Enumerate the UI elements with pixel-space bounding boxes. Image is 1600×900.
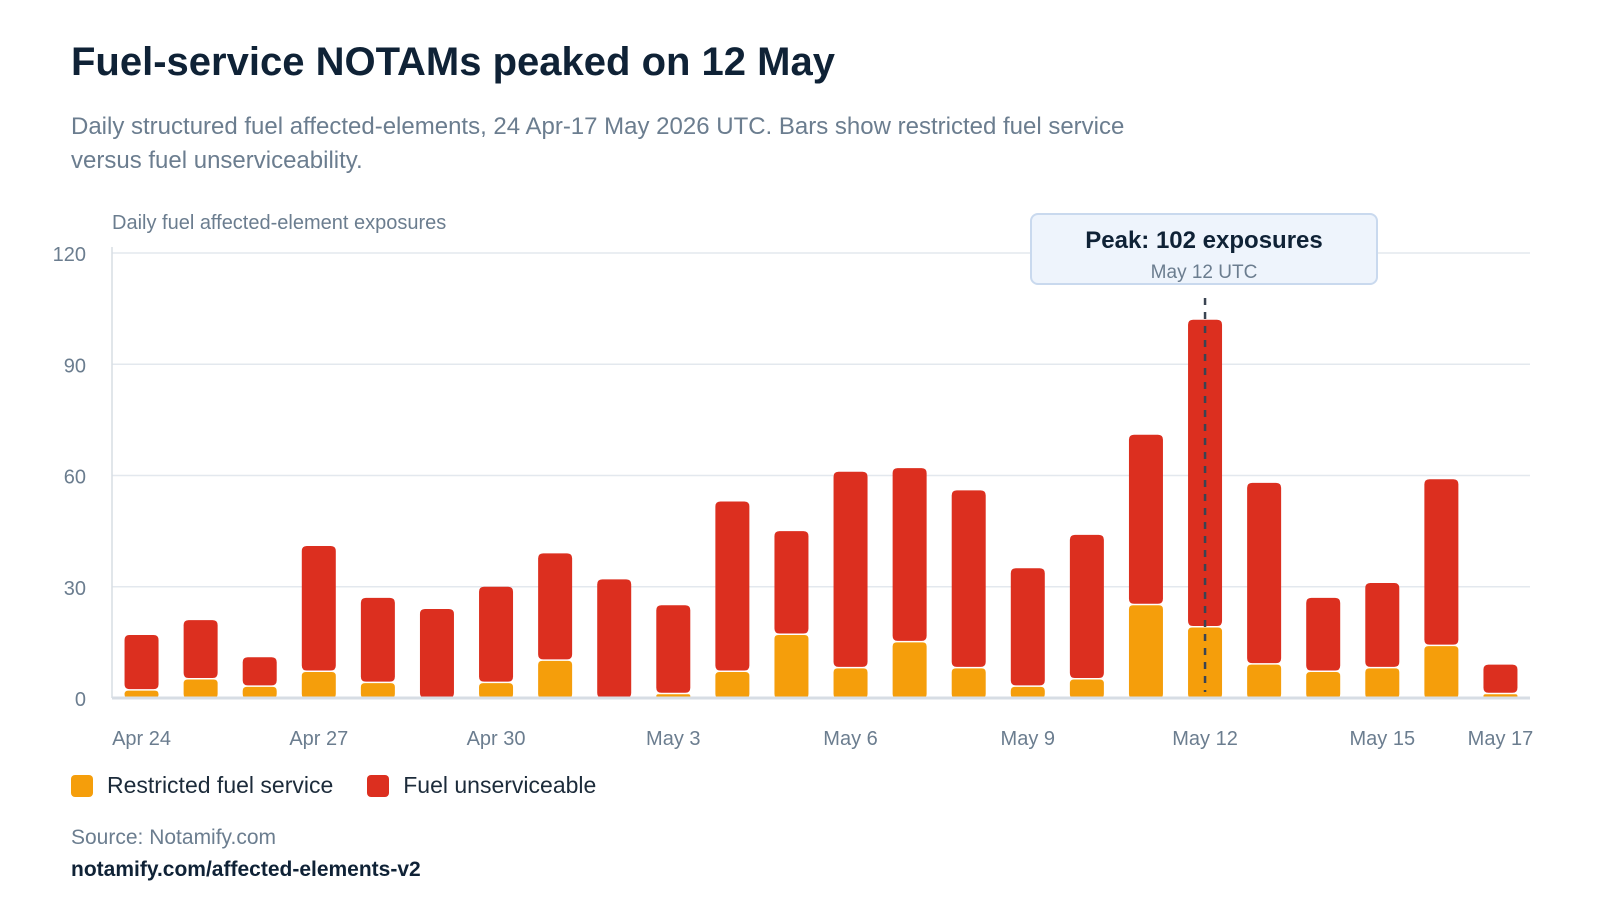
bar-unserviceable [360, 597, 395, 682]
bar-unserviceable [1483, 664, 1518, 693]
bar-unserviceable [1365, 583, 1400, 667]
bar-unserviceable [1069, 534, 1104, 678]
bar-restricted [1128, 605, 1163, 698]
bar-unserviceable [1247, 482, 1282, 664]
bar-unserviceable [538, 553, 573, 660]
bar-restricted [1069, 679, 1104, 698]
bar-restricted [538, 660, 573, 698]
grid-lines [112, 252, 1530, 588]
bar-restricted [1010, 686, 1045, 698]
bar-unserviceable [479, 586, 514, 682]
bar-restricted [360, 683, 395, 698]
source-link[interactable]: notamify.com/affected-elements-v2 [71, 858, 421, 881]
bar-restricted [124, 690, 159, 698]
y-tick-label: 60 [64, 467, 86, 489]
bar-restricted [479, 683, 514, 698]
peak-annotation-date: May 12 UTC [1150, 262, 1258, 283]
bar-unserviceable [774, 531, 809, 634]
x-tick-label: May 17 [1468, 728, 1534, 750]
bar-unserviceable [124, 634, 159, 690]
peak-annotation: Peak: 102 exposures May 12 UTC [1030, 213, 1378, 285]
legend: Restricted fuel service Fuel unserviceab… [71, 772, 630, 799]
bar-unserviceable [301, 545, 336, 671]
bar-unserviceable [1010, 568, 1045, 686]
bar-unserviceable [597, 579, 632, 698]
bar-restricted [301, 672, 336, 698]
y-tick-label: 120 [53, 244, 86, 266]
peak-annotation-title: Peak: 102 exposures [1085, 227, 1323, 254]
chart-subtitle: Daily structured fuel affected-elements,… [71, 113, 1125, 174]
bar-restricted [1424, 646, 1459, 698]
x-tick-label: May 15 [1349, 728, 1415, 750]
y-tick-label: 30 [64, 578, 86, 600]
bar-restricted [183, 679, 218, 698]
bar-unserviceable [833, 471, 868, 667]
legend-label-restricted: Restricted fuel service [107, 772, 334, 798]
x-tick-label: Apr 30 [467, 728, 526, 750]
y-tick-label: 90 [64, 355, 86, 377]
bar-unserviceable [1306, 597, 1341, 671]
bar-restricted [1365, 668, 1400, 698]
bar-unserviceable [715, 501, 750, 671]
bar-restricted [1247, 664, 1282, 698]
bar-unserviceable [183, 620, 218, 678]
legend-label-unserviceable: Fuel unserviceable [403, 772, 597, 798]
legend-swatch-restricted [71, 774, 93, 797]
y-axis-label: Daily fuel affected-element exposures [112, 212, 446, 234]
bar-restricted [774, 634, 809, 698]
bar-unserviceable [892, 468, 927, 641]
y-tick-label: 0 [75, 689, 86, 711]
x-tick-label: May 9 [1001, 728, 1055, 750]
x-tick-label: May 12 [1172, 728, 1238, 750]
bar-unserviceable [951, 490, 986, 667]
bar-unserviceable [419, 609, 454, 698]
axes: 0 30 60 90 120 Apr 24 Apr 27 Apr 30 May 3 May 6 Ma… [53, 244, 1534, 750]
bar-restricted [892, 642, 927, 698]
bar-unserviceable [1424, 479, 1459, 645]
bar-unserviceable [1128, 434, 1163, 604]
x-tick-label: May 3 [646, 728, 700, 750]
bar-restricted [1306, 672, 1341, 698]
legend-swatch-unserviceable [367, 774, 390, 797]
x-tick-label: Apr 27 [289, 728, 348, 750]
legend-item-restricted: Restricted fuel service [71, 772, 333, 799]
x-tick-label: May 6 [823, 728, 877, 750]
legend-item-unserviceable: Fuel unserviceable [367, 772, 596, 799]
source-note: Source: Notamify.com [71, 826, 277, 849]
bar-restricted [951, 668, 986, 698]
bar-unserviceable [242, 657, 277, 686]
x-tick-label: Apr 24 [112, 728, 171, 750]
bar-restricted [242, 686, 277, 698]
chart-title: Fuel-service NOTAMs peaked on 12 May [71, 40, 835, 84]
bar-unserviceable [656, 605, 691, 693]
bar-group [124, 319, 1518, 698]
bar-restricted [833, 668, 868, 698]
bar-restricted [715, 672, 750, 698]
